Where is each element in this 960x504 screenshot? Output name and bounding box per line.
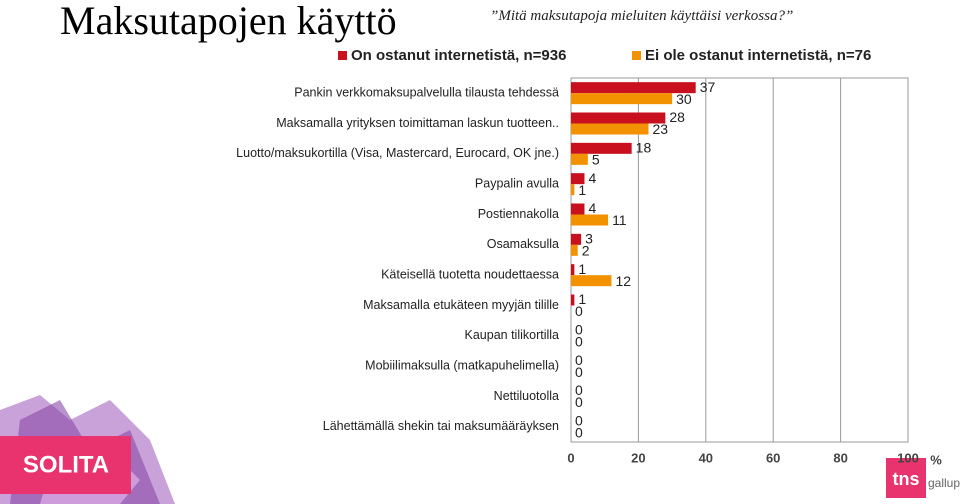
bar <box>571 93 673 105</box>
y-tick-label: Osamaksulla <box>487 237 559 251</box>
bar <box>571 153 588 165</box>
value-label: 0 <box>575 334 583 350</box>
y-tick-label: Paypalin avulla <box>475 176 559 190</box>
y-tick-label: Maksamalla yrityksen toimittaman laskun … <box>276 116 559 130</box>
slide-title: Maksutapojen käyttö <box>60 0 397 43</box>
bar <box>571 233 582 245</box>
bar <box>571 294 575 306</box>
bar <box>571 244 578 256</box>
tns-logo: tns <box>893 469 920 489</box>
value-label: 0 <box>575 413 583 429</box>
tns-logo-bg <box>886 458 926 498</box>
bar <box>571 173 585 185</box>
x-tick-label: 0 <box>567 450 574 465</box>
value-label: 37 <box>700 79 716 95</box>
value-label: 1 <box>578 291 586 307</box>
value-label: 0 <box>575 364 583 380</box>
y-tick-label: Pankin verkkomaksupalvelulla tilausta te… <box>294 85 559 99</box>
slide-subtitle: ”Mitä maksutapoja mieluiten käyttäisi ve… <box>490 8 793 24</box>
legend-label: On ostanut internetistä, n=936 <box>351 47 566 64</box>
value-label: 11 <box>612 212 627 228</box>
bar <box>571 142 632 154</box>
bar <box>571 203 585 215</box>
value-label: 12 <box>615 273 631 289</box>
legend-swatch <box>338 51 347 60</box>
y-tick-label: Käteisellä tuotetta noudettaessa <box>381 267 559 281</box>
gallup-logo: gallup <box>928 476 960 490</box>
y-tick-label: Mobiilimaksulla (matkapuhelimella) <box>365 358 559 372</box>
bar <box>571 264 575 276</box>
x-tick-label: 20 <box>631 450 645 465</box>
x-tick-label: 100 <box>897 450 919 465</box>
value-label: 1 <box>578 261 586 277</box>
value-label: 0 <box>575 394 583 410</box>
legend-swatch <box>632 51 641 60</box>
value-label: 1 <box>578 182 586 198</box>
x-axis-label: % <box>930 452 942 467</box>
y-tick-label: Nettiluotolla <box>494 389 559 403</box>
value-label: 3 <box>585 231 593 247</box>
value-label: 30 <box>676 91 692 107</box>
value-label: 23 <box>653 121 669 137</box>
y-tick-label: Lähettämällä shekin tai maksumääräyksen <box>323 419 559 433</box>
value-label: 5 <box>592 152 600 168</box>
bar <box>571 123 649 135</box>
value-label: 4 <box>588 170 596 186</box>
solita-logo-bg <box>0 436 131 494</box>
legend-label: Ei ole ostanut internetistä, n=76 <box>645 47 871 64</box>
y-tick-label: Maksamalla etukäteen myyjän tilille <box>363 298 559 312</box>
value-label: 0 <box>575 303 583 319</box>
value-label: 0 <box>575 425 583 441</box>
value-label: 0 <box>575 382 583 398</box>
bar <box>571 275 612 287</box>
value-label: 28 <box>669 109 685 125</box>
x-tick-label: 60 <box>766 450 780 465</box>
value-label: 0 <box>575 352 583 368</box>
x-tick-label: 40 <box>699 450 713 465</box>
bar <box>571 112 666 124</box>
y-tick-label: Luotto/maksukortilla (Visa, Mastercard, … <box>236 146 559 160</box>
y-tick-label: Postiennakolla <box>478 207 559 221</box>
bar <box>571 82 696 94</box>
solita-logo: SOLITA <box>23 451 109 478</box>
y-tick-label: Kaupan tilikortilla <box>465 328 560 342</box>
value-label: 2 <box>582 243 590 259</box>
value-label: 18 <box>636 140 652 156</box>
bar <box>571 214 609 226</box>
bar <box>571 184 575 196</box>
x-tick-label: 80 <box>833 450 847 465</box>
value-label: 0 <box>575 322 583 338</box>
value-label: 4 <box>588 200 596 216</box>
